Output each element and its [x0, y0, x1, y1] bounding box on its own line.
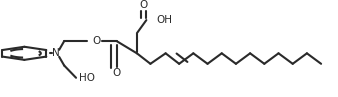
Text: O: O — [140, 0, 148, 10]
Text: N: N — [52, 48, 59, 58]
Text: O: O — [92, 36, 100, 46]
Text: OH: OH — [156, 15, 172, 25]
Text: HO: HO — [79, 73, 95, 83]
Text: O: O — [113, 68, 121, 78]
